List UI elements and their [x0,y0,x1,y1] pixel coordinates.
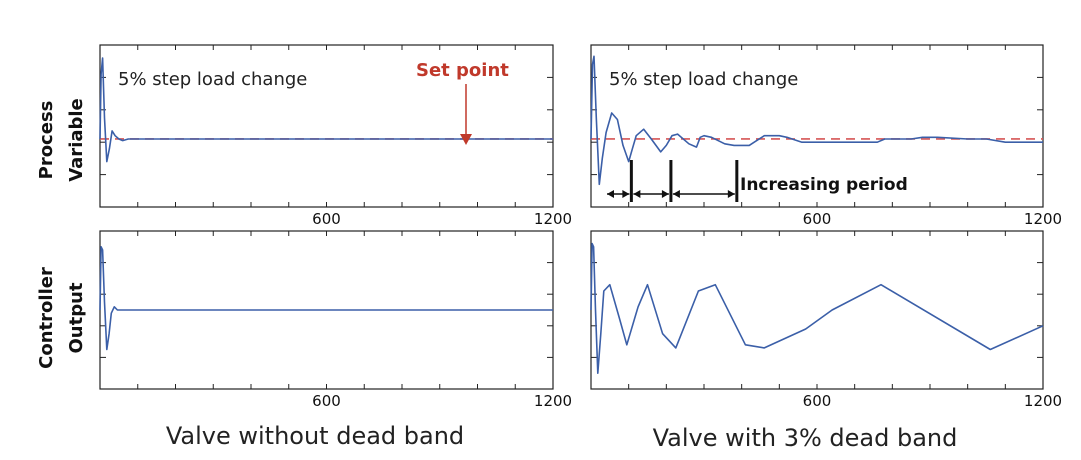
x-tick-label: 1200 [534,392,572,410]
x-tick-label: 600 [803,392,832,410]
series-line [99,246,553,351]
set-point-arrowhead [460,134,472,145]
step-annotation-left: 5% step load change [118,69,307,90]
plot-frame [590,230,1044,390]
set-point-annotation: Set point [416,60,509,81]
right-column-title: Valve with 3% dead band [653,424,958,452]
pv-label-line1: Process [36,101,57,180]
co-label-line2: Output [66,282,87,353]
step-annotation-right: 5% step load change [609,69,798,90]
period-arrowhead-right [727,190,735,198]
x-tick-label: 600 [312,210,341,228]
panel-co-deadband: 600 1200 [590,230,1062,410]
increasing-period-annotation: Increasing period [740,175,908,195]
x-tick-label: 1200 [1024,210,1062,228]
left-column-title: Valve without dead band [166,422,464,450]
x-tick-label: 1200 [534,210,572,228]
period-arrowhead-right [622,190,630,198]
panel-pv-no-deadband: 600 1200 [99,44,572,228]
period-markers [607,160,739,202]
panel-pv-deadband: 600 1200 [590,44,1062,228]
series-line [99,57,553,163]
x-tick-label: 600 [803,210,832,228]
series-line [590,242,1044,375]
period-arrowhead-left [672,190,680,198]
x-tick-label: 1200 [1024,392,1062,410]
period-arrowhead-left [607,190,614,198]
co-label-line1: Controller [36,267,57,369]
pv-label-line2: Variable [66,98,87,182]
period-arrowhead-left [633,190,641,198]
series-line [590,55,1043,186]
period-arrowhead-right [661,190,669,198]
x-tick-label: 600 [312,392,341,410]
panel-co-no-deadband: 600 1200 [99,230,572,410]
